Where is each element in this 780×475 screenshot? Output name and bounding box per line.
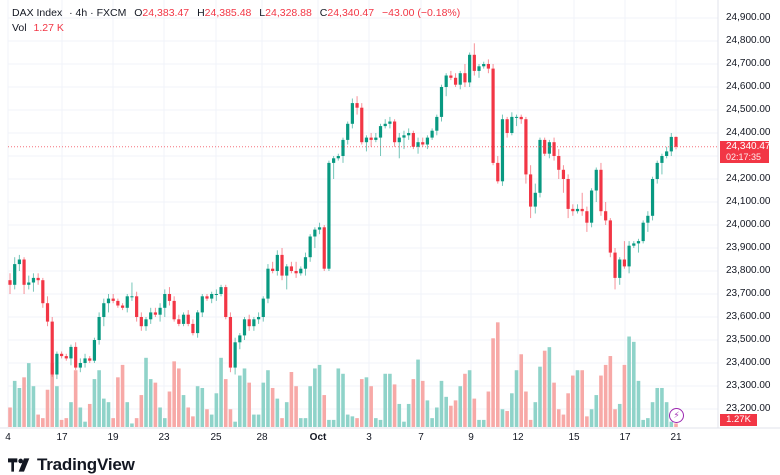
- time-tick-label: 4: [5, 432, 11, 443]
- high-value: 24,385.48: [204, 7, 252, 19]
- price-tick-label: 23,600.00: [726, 311, 771, 322]
- close-label: C: [319, 7, 328, 19]
- time-tick-label: 19: [107, 432, 119, 443]
- time-tick-label: Oct: [309, 432, 327, 443]
- price-tick-label: 24,800.00: [726, 35, 771, 46]
- price-tick-label: 24,900.00: [726, 12, 771, 23]
- bar-countdown: 02:17:35: [726, 152, 762, 162]
- open-label: O: [134, 7, 143, 19]
- volume-bars: [8, 322, 678, 427]
- close-value: 24,340.47: [327, 7, 375, 19]
- brand-name: TradingView: [37, 455, 135, 474]
- price-tick-label: 23,300.00: [726, 380, 771, 391]
- time-tick-label: 7: [418, 432, 424, 443]
- price-tick-label: 23,700.00: [726, 288, 771, 299]
- symbol-name[interactable]: DAX Index: [12, 7, 63, 19]
- time-tick-label: 9: [468, 432, 474, 443]
- time-tick-label: 17: [619, 432, 631, 443]
- exchange: FXCM: [96, 7, 127, 19]
- time-tick-label: 17: [56, 432, 68, 443]
- price-tick-label: 24,000.00: [726, 219, 771, 230]
- time-tick-label: 23: [158, 432, 170, 443]
- price-tick-label: 24,500.00: [726, 104, 771, 115]
- open-value: 24,383.47: [142, 7, 190, 19]
- time-tick-label: 12: [512, 432, 524, 443]
- price-tick-label: 23,200.00: [726, 403, 771, 414]
- change-value: −43.00 (−0.18%): [382, 7, 461, 19]
- volume-tag: 1.27K: [720, 414, 757, 426]
- price-tick-label: 23,800.00: [726, 265, 771, 276]
- price-tick-label: 24,100.00: [726, 196, 771, 207]
- interval[interactable]: 4h: [75, 7, 88, 19]
- ohlc-row: DAX Index · 4h · FXCM O24,383.47 H24,385…: [12, 7, 461, 19]
- grid-lines: [7, 0, 718, 428]
- time-tick-label: 25: [210, 432, 222, 443]
- low-label: L: [259, 7, 266, 19]
- time-tick-label: 21: [670, 432, 682, 443]
- price-tick-label: 23,900.00: [726, 242, 771, 253]
- price-tick-label: 24,600.00: [726, 81, 771, 92]
- price-tick-label: 23,500.00: [726, 334, 771, 345]
- volume-row: Vol 1.27 K: [12, 21, 460, 36]
- last-price: 24,340.47: [726, 141, 771, 152]
- time-tick-label: 3: [366, 432, 372, 443]
- time-tick-label: 15: [568, 432, 580, 443]
- low-value: 24,328.88: [265, 7, 312, 19]
- candlestick-series: [8, 43, 678, 380]
- chart-legend: DAX Index · 4h · FXCM O24,383.47 H24,385…: [12, 6, 460, 36]
- price-tick-label: 24,200.00: [726, 173, 771, 184]
- lightning-icon[interactable]: ⚡: [669, 408, 684, 423]
- volume-value: 1.27 K: [33, 22, 64, 34]
- high-label: H: [197, 7, 205, 19]
- volume-label[interactable]: Vol: [12, 22, 27, 34]
- last-price-tag: 24,340.47 02:17:35: [720, 141, 771, 163]
- price-tick-label: 23,400.00: [726, 357, 771, 368]
- time-tick-label: 28: [256, 432, 268, 443]
- price-tick-label: 24,700.00: [726, 58, 771, 69]
- price-tick-label: 24,400.00: [726, 127, 771, 138]
- tradingview-logo: TradingView: [8, 455, 135, 475]
- tv-logo-icon: [8, 458, 30, 472]
